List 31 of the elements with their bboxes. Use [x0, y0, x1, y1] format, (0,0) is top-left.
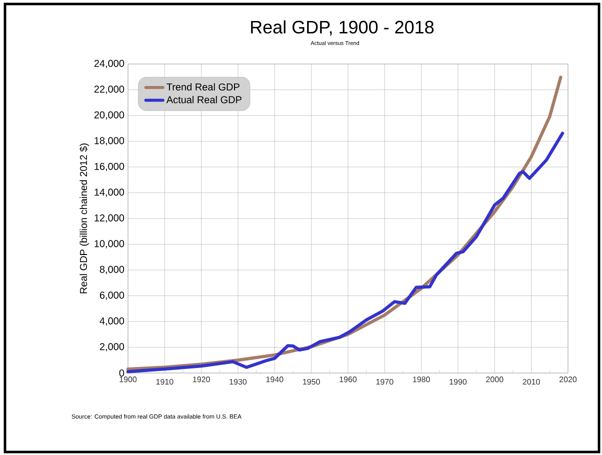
y-tick-label: 20,000	[94, 111, 124, 120]
x-tick-label: 1940	[266, 376, 284, 382]
y-tick-label: 8,000	[100, 266, 124, 274]
y-axis-title: Real GDP (billion chained 2012 $)	[80, 144, 90, 294]
x-tick-label: 1930	[230, 378, 247, 385]
y-tick-label: 24,000	[94, 60, 124, 68]
x-tick-label: 2020	[560, 376, 577, 382]
x-tick-label: 1900	[120, 376, 137, 382]
y-tick-label: 18,000	[94, 137, 124, 146]
y-tick-label: 0	[119, 369, 124, 377]
y-tick-label: 6,000	[100, 292, 124, 300]
y-tick-label: 2,000	[100, 343, 124, 352]
x-tick-label: 1920	[193, 376, 210, 382]
chart-title: Real GDP, 1900 - 2018	[251, 20, 434, 36]
y-tick-label: 10,000	[94, 240, 124, 248]
legend-label: Actual Real GDP	[166, 96, 242, 104]
y-tick-label: 4,000	[100, 317, 124, 326]
y-tick-label: 16,000	[94, 162, 124, 172]
x-tick-label: 1960	[340, 376, 357, 382]
x-tick-label: 1970	[376, 378, 394, 385]
x-tick-label: 2000	[486, 376, 504, 382]
y-tick-label: 22,000	[94, 86, 124, 94]
x-tick-label: 1950	[303, 378, 320, 385]
y-tick-label: 14,000	[94, 188, 124, 197]
legend-label: Trend Real GDP	[166, 83, 240, 91]
line-series	[126, 132, 564, 374]
y-tick-label: 12,000	[94, 214, 124, 223]
x-tick-label: 1910	[156, 378, 174, 385]
x-tick-label: 1980	[413, 376, 430, 382]
x-tick-label: 1990	[450, 378, 467, 385]
x-tick-label: 2010	[522, 378, 540, 385]
